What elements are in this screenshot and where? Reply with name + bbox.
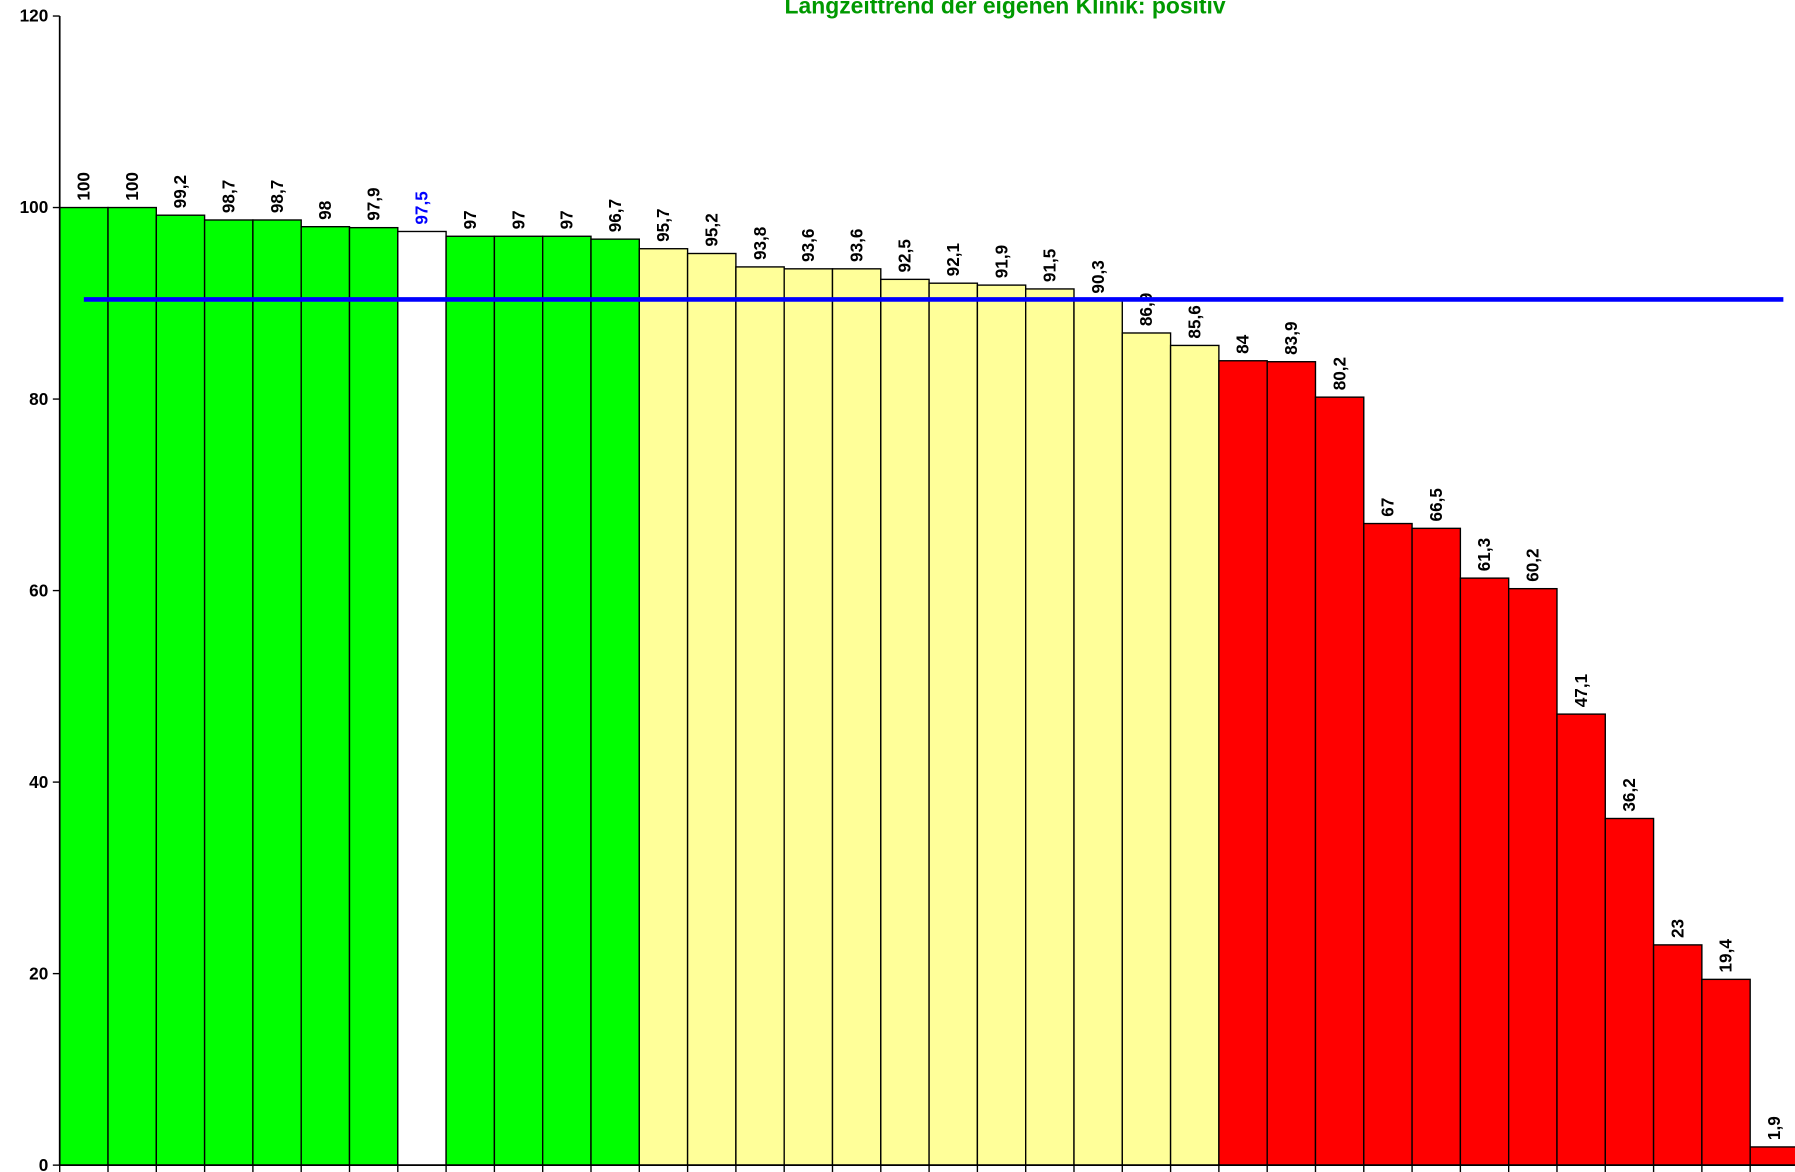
value-label: 66,5: [1426, 488, 1446, 522]
value-label: 97: [508, 210, 528, 229]
bar: [831, 268, 882, 1166]
value-label: 98,7: [267, 180, 287, 213]
value-label: 83,9: [1281, 321, 1301, 354]
value-label: 97: [460, 210, 480, 229]
bar: [1121, 332, 1172, 1166]
value-label: 97,9: [363, 187, 383, 220]
bar: [735, 266, 785, 1166]
value-label: 90,3: [1088, 260, 1108, 293]
y-tick-label: 20: [29, 963, 48, 983]
bar: [638, 248, 689, 1166]
bar: [928, 282, 979, 1166]
value-label: 91,9: [991, 245, 1011, 278]
y-tick-label: 100: [20, 197, 49, 217]
value-label: 95,7: [653, 208, 673, 241]
value-label: 91,5: [1040, 248, 1060, 282]
bar: [59, 206, 109, 1166]
bar: [1363, 522, 1413, 1166]
bar: [300, 226, 351, 1166]
value-label: 84: [1233, 334, 1253, 354]
value-label: 92,5: [895, 239, 915, 273]
value-label: 93,6: [846, 229, 866, 262]
value-label: 60,2: [1523, 548, 1543, 581]
value-label: 23: [1667, 919, 1687, 938]
bar: [880, 278, 930, 1166]
bar: [1218, 360, 1268, 1166]
value-label: 95,2: [701, 213, 721, 246]
bar: [1169, 344, 1220, 1166]
value-label: 97: [557, 210, 577, 229]
bar: [1025, 288, 1075, 1166]
bar: [1556, 713, 1606, 1166]
bar: [1459, 577, 1510, 1166]
bar: [1701, 978, 1751, 1166]
value-label: 93,6: [798, 229, 818, 262]
bar: [783, 268, 834, 1166]
bar: [1652, 944, 1703, 1166]
value-label: 36,2: [1619, 778, 1639, 811]
bar: [348, 226, 399, 1166]
value-label: 80,2: [1329, 357, 1349, 390]
value-label: 47,1: [1571, 673, 1591, 707]
bar: [542, 235, 592, 1166]
bar: [686, 252, 737, 1166]
y-tick-label: 60: [29, 580, 48, 600]
bar: [155, 214, 206, 1166]
value-label: 98: [315, 200, 335, 220]
bar: [1604, 817, 1655, 1166]
value-label: 100: [74, 172, 94, 201]
y-tick-label: 120: [20, 6, 49, 26]
bar: [1749, 1146, 1795, 1166]
value-label: 19,4: [1716, 939, 1736, 973]
bar: [1314, 396, 1365, 1166]
bar: [590, 238, 640, 1166]
value-label: 93,8: [750, 226, 770, 260]
bar: [252, 219, 302, 1166]
value-label: 92,1: [943, 242, 963, 276]
value-label: 99,2: [170, 175, 190, 208]
value-label: 98,7: [218, 180, 238, 213]
y-tick-label: 0: [39, 1155, 49, 1172]
bar: [1411, 527, 1462, 1166]
bar: [107, 206, 157, 1166]
bar: [493, 235, 544, 1166]
bar: [1073, 299, 1123, 1166]
value-label: 100: [122, 172, 142, 201]
value-label: 1,9: [1764, 1116, 1784, 1140]
value-label: 85,6: [1184, 305, 1204, 338]
value-label: 96,7: [605, 199, 625, 232]
bar: [1507, 587, 1558, 1166]
chart-title: Langzeittrend der eigenen Klinik: positi…: [785, 0, 1226, 19]
bar: [203, 219, 254, 1166]
bar: [397, 230, 447, 1166]
value-label: 61,3: [1474, 538, 1494, 571]
bar: [445, 235, 496, 1166]
y-tick-label: 40: [29, 772, 48, 792]
y-tick-label: 80: [29, 389, 48, 409]
value-label: 97,5: [412, 191, 432, 225]
bar: [1266, 361, 1317, 1166]
value-label: 67: [1378, 498, 1398, 517]
bar: [976, 284, 1027, 1166]
